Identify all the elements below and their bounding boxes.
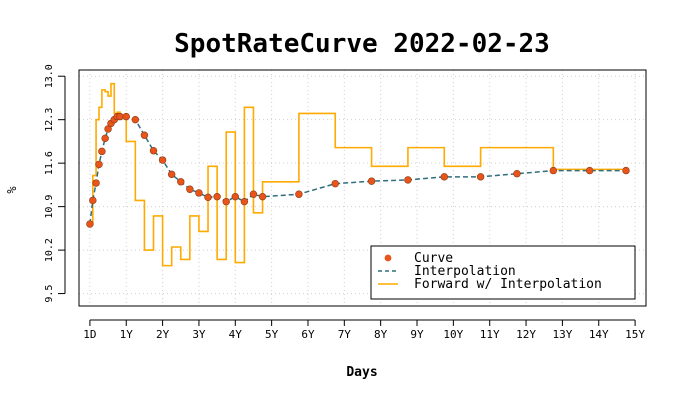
y-tick-label: 10.2	[44, 238, 55, 262]
y-tick-label: 10.9	[44, 195, 55, 219]
curve-point	[140, 131, 149, 139]
curve-point	[367, 177, 376, 185]
y-tick-label: 11.6	[44, 151, 55, 175]
curve-point	[440, 173, 448, 181]
curve-point	[404, 176, 412, 184]
series-layer	[86, 82, 630, 267]
x-tick-label: 15Y	[625, 328, 645, 341]
curve-point	[295, 190, 303, 198]
x-tick-label: 6Y	[301, 328, 315, 341]
curve-point	[89, 196, 97, 205]
legend-label: Curve	[414, 251, 453, 266]
y-tick-label: 12.3	[44, 108, 55, 132]
x-axis: 1D 1Y 2Y 3Y 4Y 5Y 6Y 7Y 8Y 9Y 10Y 11Y 12Y 13Y 14Y 15Y	[83, 319, 645, 341]
legend-curve-marker	[384, 254, 392, 262]
curve-point	[258, 192, 267, 201]
legend-label: Interpolation	[414, 264, 516, 279]
curve-point	[249, 190, 258, 198]
x-tick-label: 1D	[83, 328, 96, 341]
curve-point	[177, 178, 185, 186]
curve-point	[513, 170, 521, 178]
curve-point	[98, 147, 106, 156]
curve-point	[131, 115, 140, 124]
curve-point	[240, 197, 249, 206]
x-tick-label: 8Y	[374, 328, 388, 341]
legend-label: Forward w/ Interpolation	[414, 277, 602, 292]
curve-point	[158, 156, 167, 164]
plot-frame	[78, 69, 647, 307]
x-tick-label: 13Y	[552, 328, 572, 341]
forward-rate-line	[89, 82, 627, 267]
chart-title: SpotRateCurve 2022-02-23	[174, 29, 550, 59]
curve-point	[331, 179, 339, 188]
curve-point	[195, 189, 203, 197]
x-tick-label: 5Y	[265, 328, 279, 341]
curve-point	[149, 147, 158, 155]
x-axis-label: Days	[346, 365, 377, 380]
y-tick-label: 9.5	[44, 285, 55, 303]
legend-box	[370, 245, 636, 300]
curve-point	[167, 170, 176, 179]
y-axis: 9.5 10.2 10.9 11.6 12.3 13.0	[44, 64, 66, 303]
x-tick-label: 2Y	[156, 328, 170, 341]
x-tick-label: 7Y	[338, 328, 352, 341]
x-tick-label: 10Y	[443, 328, 463, 341]
x-tick-label: 9Y	[410, 328, 424, 341]
curve-point	[549, 166, 558, 175]
x-tick-label: 4Y	[229, 328, 243, 341]
curve-point	[122, 112, 130, 121]
curve-point	[92, 179, 100, 187]
curve-point	[116, 112, 124, 121]
curve-point	[231, 192, 239, 201]
curve-point	[622, 166, 630, 175]
y-tick-label: 13.0	[44, 64, 55, 88]
curve-point	[186, 185, 194, 193]
curve-point	[213, 192, 221, 201]
curve-point	[86, 220, 94, 228]
x-tick-label: 3Y	[192, 328, 206, 341]
y-axis-label: %	[5, 186, 19, 194]
curve-point	[101, 134, 109, 143]
x-tick-label: 11Y	[480, 328, 500, 341]
curve-point	[222, 197, 230, 206]
curve-point	[95, 160, 103, 169]
x-tick-label: 1Y	[120, 328, 134, 341]
x-tick-label: 14Y	[589, 328, 609, 341]
curve-point	[585, 166, 594, 175]
curve-point	[204, 193, 212, 202]
x-tick-label: 12Y	[516, 328, 536, 341]
curve-point	[476, 173, 485, 181]
